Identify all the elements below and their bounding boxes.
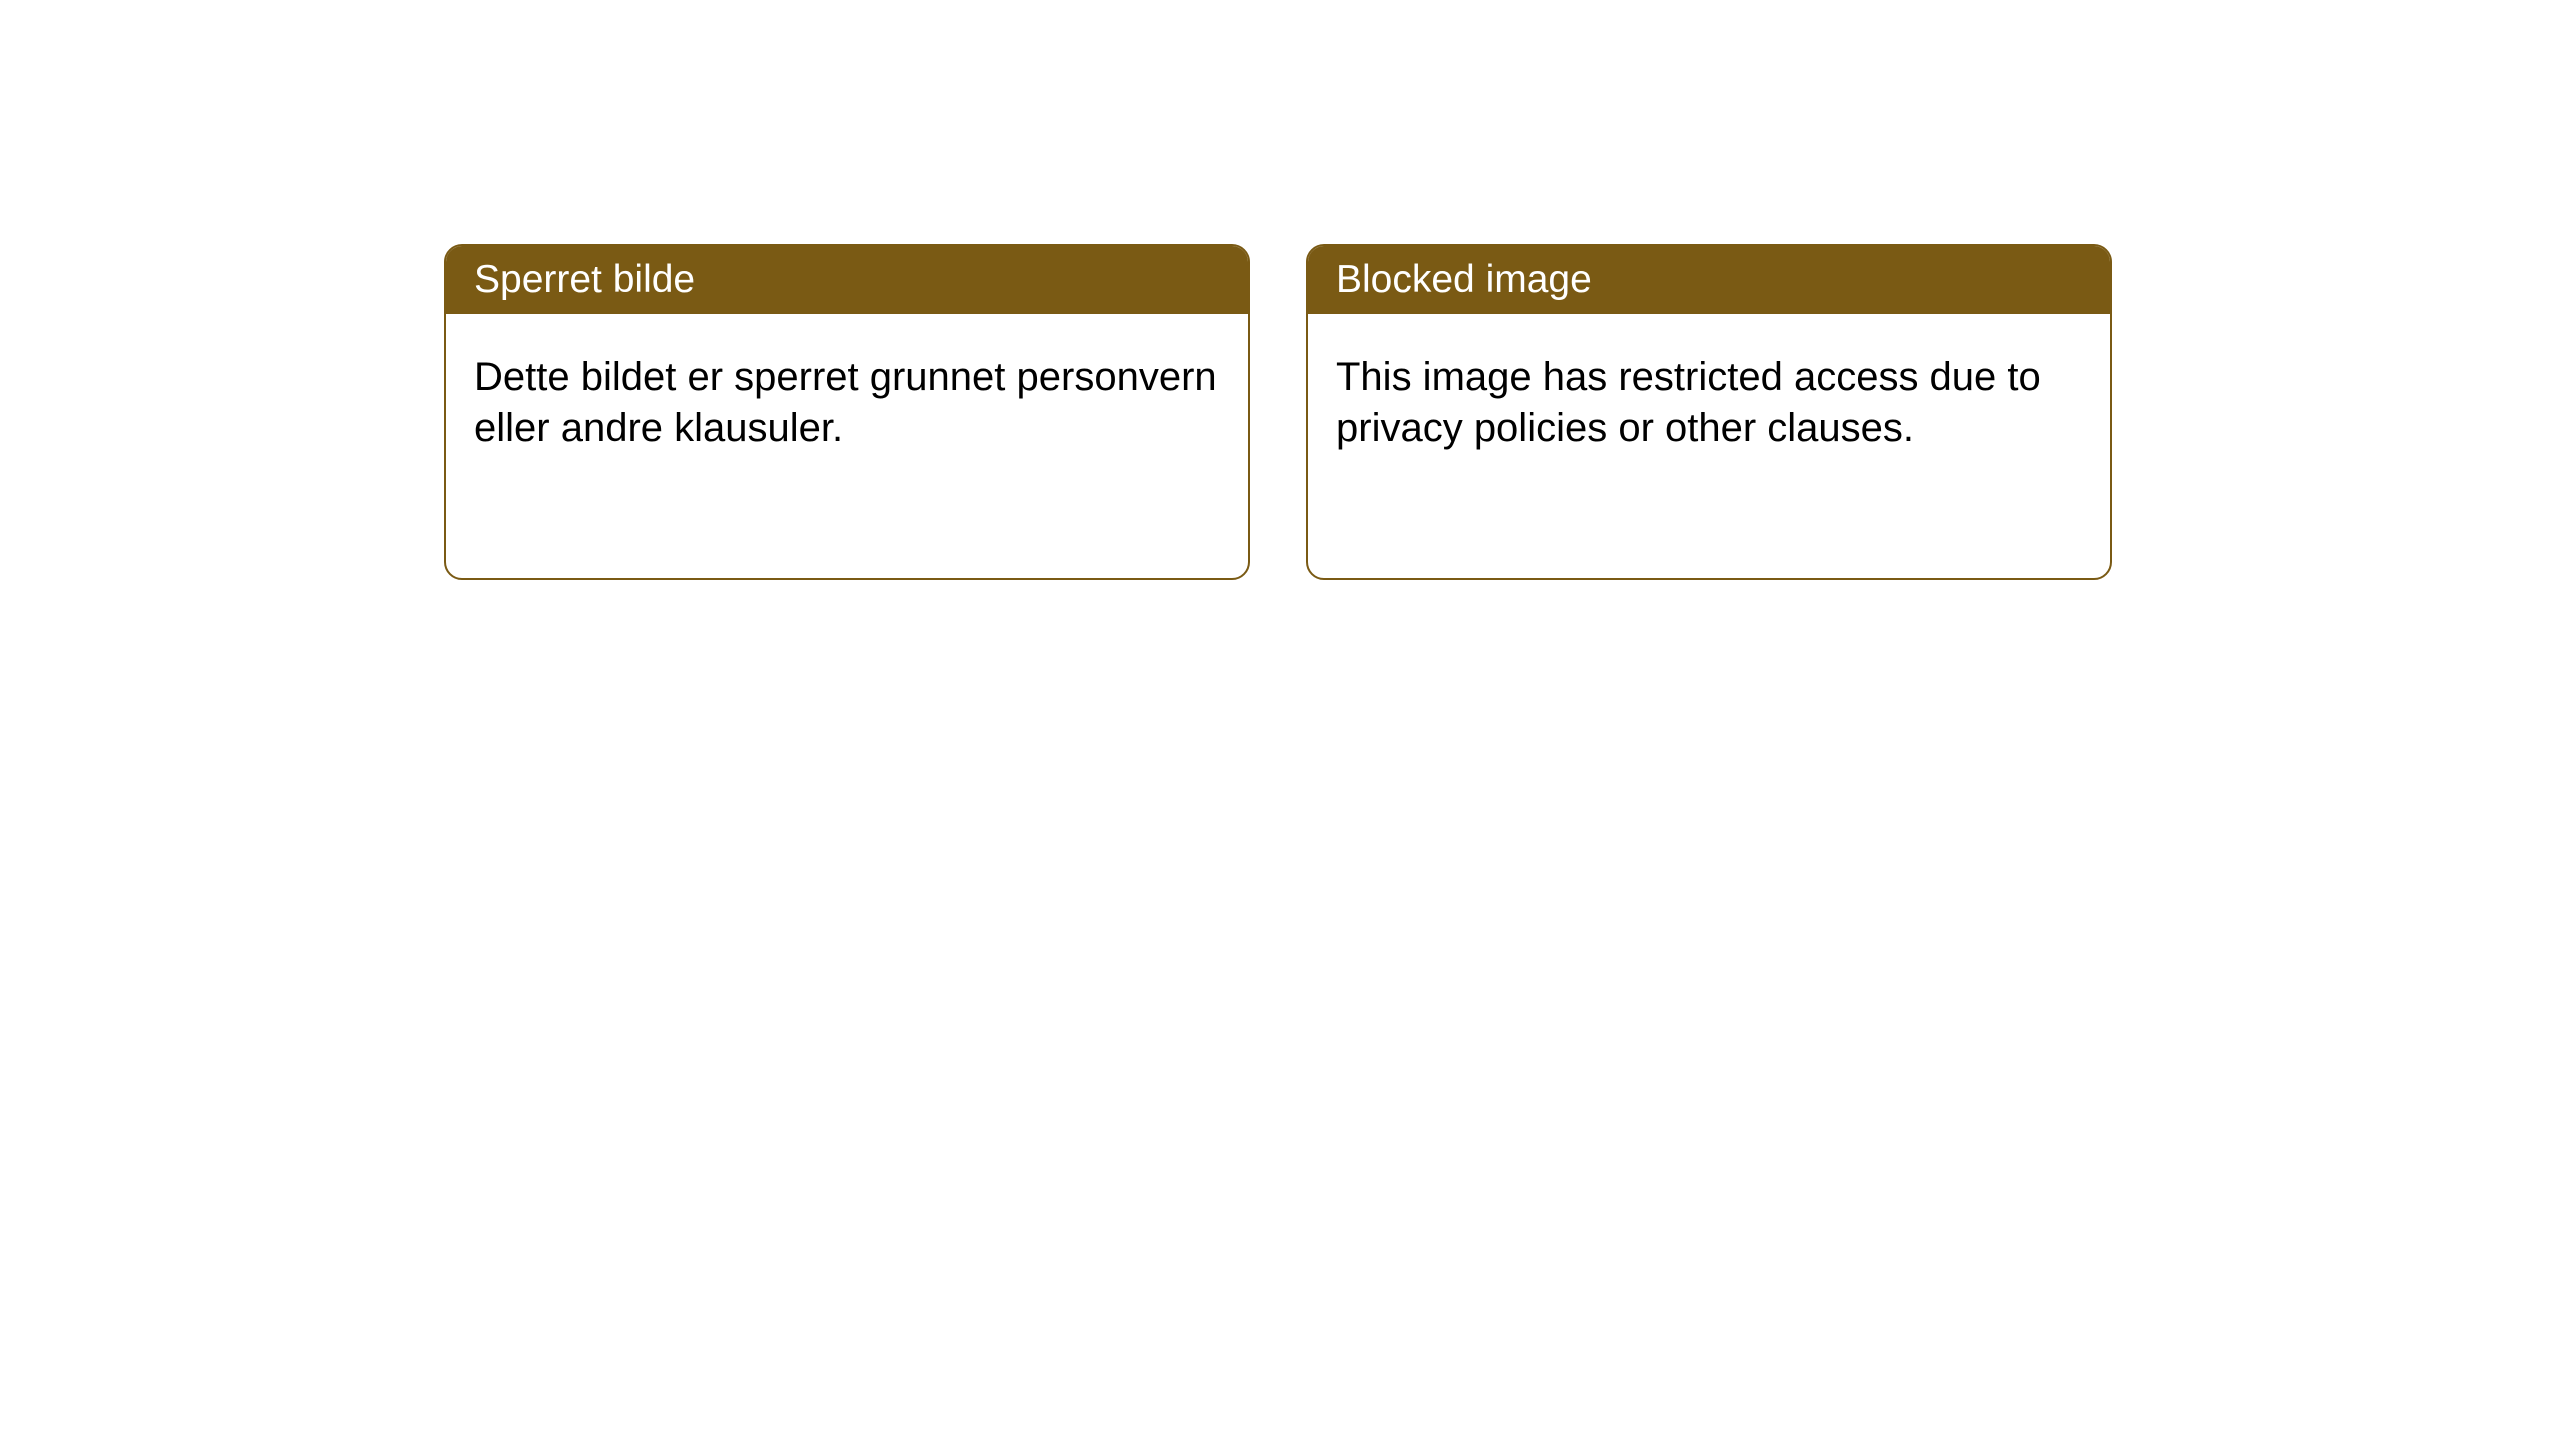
notice-header: Blocked image — [1308, 246, 2110, 314]
notice-container: Sperret bilde Dette bildet er sperret gr… — [0, 0, 2560, 580]
notice-card-english: Blocked image This image has restricted … — [1306, 244, 2112, 580]
notice-body: Dette bildet er sperret grunnet personve… — [446, 314, 1248, 492]
notice-header: Sperret bilde — [446, 246, 1248, 314]
notice-body: This image has restricted access due to … — [1308, 314, 2110, 492]
notice-title: Sperret bilde — [474, 258, 695, 301]
notice-card-norwegian: Sperret bilde Dette bildet er sperret gr… — [444, 244, 1250, 580]
notice-text: Dette bildet er sperret grunnet personve… — [474, 355, 1217, 450]
notice-text: This image has restricted access due to … — [1336, 355, 2041, 450]
notice-title: Blocked image — [1336, 258, 1592, 301]
